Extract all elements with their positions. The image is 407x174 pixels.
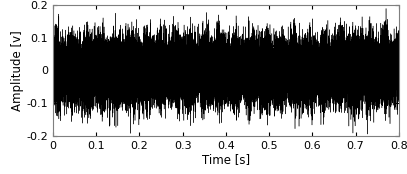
Y-axis label: Amplitude [v]: Amplitude [v]: [11, 30, 24, 111]
X-axis label: Time [s]: Time [s]: [202, 153, 250, 166]
